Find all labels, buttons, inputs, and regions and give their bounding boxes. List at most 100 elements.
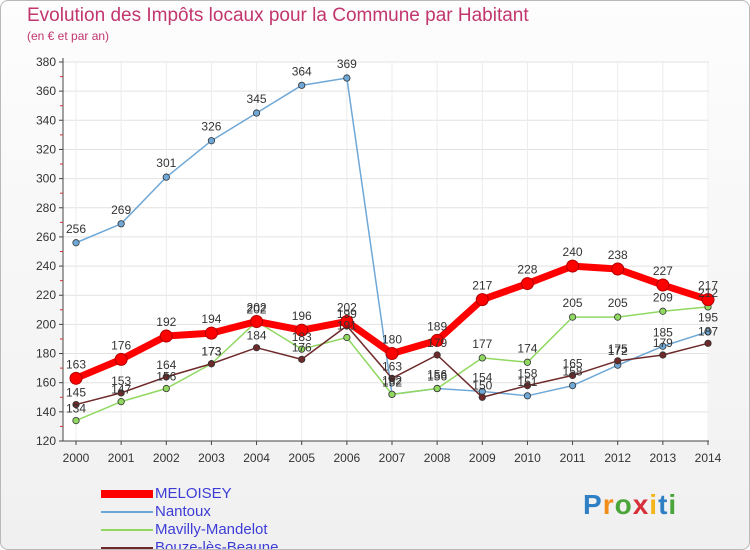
data-label: 179 <box>653 336 673 350</box>
x-tick-label: 2014 <box>695 451 722 465</box>
x-tick-label: 2005 <box>288 451 315 465</box>
data-point <box>701 293 715 307</box>
data-point <box>611 262 625 276</box>
y-tick-label: 320 <box>36 142 56 156</box>
x-tick-label: 2001 <box>108 451 135 465</box>
legend-label: Mavilly-Mandelot <box>155 521 268 538</box>
legend-swatch-bouze <box>101 547 153 549</box>
line-chart: 120 140 160 180 200 220 240 260 280 300 320 340 360 3… <box>36 55 722 465</box>
data-point <box>475 293 489 307</box>
data-point <box>523 392 532 400</box>
data-label: 147 <box>111 383 131 397</box>
data-point <box>388 374 396 382</box>
data-point <box>252 344 261 352</box>
x-tick-label: 2006 <box>334 451 361 465</box>
data-label: 134 <box>66 402 86 416</box>
data-point <box>72 416 80 425</box>
data-label: 185 <box>653 325 673 339</box>
data-label: 301 <box>156 156 176 170</box>
y-tick-label: 340 <box>36 113 56 127</box>
proxiti-logo: Proxiti <box>583 489 678 520</box>
data-label: 202 <box>247 302 267 316</box>
data-label: 269 <box>111 203 131 217</box>
data-label: 364 <box>292 64 312 78</box>
data-point <box>388 390 396 398</box>
data-point <box>433 351 441 359</box>
data-label: 205 <box>563 296 583 310</box>
data-label: 179 <box>427 336 447 350</box>
data-label: 326 <box>201 120 221 134</box>
y-tick-label: 160 <box>36 376 56 390</box>
data-point <box>566 259 580 273</box>
data-label: 195 <box>698 311 718 325</box>
x-tick-label: 2000 <box>63 451 90 465</box>
data-point <box>659 342 667 350</box>
data-point <box>523 382 532 390</box>
x-tick-label: 2012 <box>604 451 631 465</box>
y-tick-label: 180 <box>36 347 56 361</box>
legend-label: MELOISEY <box>155 485 232 502</box>
data-label: 191 <box>337 319 357 333</box>
data-label: 152 <box>382 375 402 389</box>
data-label: 175 <box>608 342 628 356</box>
data-label: 163 <box>382 359 402 373</box>
data-point <box>704 339 712 347</box>
x-tick-label: 2002 <box>153 451 180 465</box>
data-label: 156 <box>427 370 447 384</box>
data-label: 199 <box>337 307 357 321</box>
y-tick-label: 380 <box>36 55 56 69</box>
y-tick-label: 120 <box>36 434 56 448</box>
data-label: 228 <box>517 263 537 277</box>
data-point <box>298 81 306 89</box>
x-tick-label: 2010 <box>514 451 541 465</box>
data-label: 202 <box>337 300 357 314</box>
data-label: 150 <box>472 378 492 392</box>
data-label: 164 <box>156 358 176 372</box>
legend-swatch-mavilly <box>101 529 153 531</box>
data-label: 217 <box>472 279 492 293</box>
data-label: 165 <box>563 356 583 370</box>
data-label: 194 <box>201 312 221 326</box>
data-label: 369 <box>337 57 357 71</box>
data-label: 183 <box>292 330 312 344</box>
data-label: 158 <box>517 367 537 381</box>
data-point <box>478 354 486 362</box>
data-point <box>298 345 306 353</box>
legend-label: Nantoux <box>155 503 211 520</box>
data-label: 202 <box>247 300 267 314</box>
data-label: 240 <box>563 245 583 259</box>
data-point <box>704 328 712 336</box>
y-tick-label: 140 <box>36 405 56 419</box>
x-tick-label: 2009 <box>469 451 496 465</box>
data-point <box>252 109 261 117</box>
y-tick-label: 260 <box>36 230 56 244</box>
data-label: 238 <box>608 248 628 262</box>
legend-swatch-meloisey <box>101 490 153 498</box>
data-label: 176 <box>111 338 131 352</box>
legend-label: Bouze-lès-Beaune <box>155 539 279 550</box>
data-label: 184 <box>247 329 267 343</box>
data-point <box>568 371 577 380</box>
data-point <box>568 313 577 321</box>
data-point <box>159 329 173 343</box>
data-point <box>614 313 622 321</box>
data-point <box>656 278 670 292</box>
data-label: 177 <box>472 337 492 351</box>
legend-swatch-nantoux <box>101 511 153 513</box>
data-label: 192 <box>156 315 176 329</box>
x-tick-label: 2013 <box>650 451 677 465</box>
data-point <box>72 400 80 409</box>
data-point <box>343 333 351 342</box>
data-label: 196 <box>292 309 312 323</box>
data-label: 174 <box>517 341 537 355</box>
data-point <box>207 137 216 145</box>
data-point <box>114 352 128 366</box>
y-tick-label: 200 <box>36 317 56 331</box>
data-point <box>117 389 125 397</box>
data-label: 180 <box>382 333 402 347</box>
data-point <box>614 357 622 365</box>
data-point <box>478 393 486 401</box>
data-label: 145 <box>66 386 86 400</box>
data-label: 187 <box>698 324 718 338</box>
